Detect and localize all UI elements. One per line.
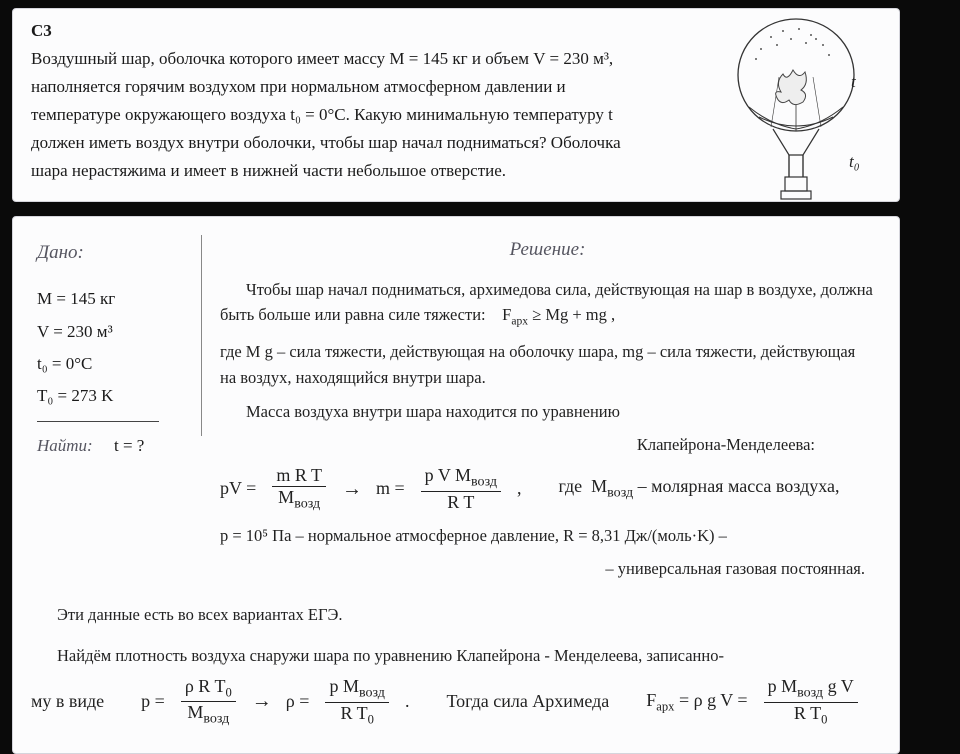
find-label: Найти: [37, 436, 93, 455]
given-T0: T₀ = 273 K [37, 380, 189, 412]
sol-p1b: где M g – сила тяжести, действующая на о… [220, 339, 875, 390]
eq2-lhs: m = [376, 475, 405, 503]
equation-clapeyron: pV = m R T Mвозд → m = p V Mвозд R T , г… [220, 466, 875, 513]
sol-p1: Чтобы шар начал подниматься, архимедова … [220, 277, 875, 332]
solution-body: Решение: Чтобы шар начал подниматься, ар… [202, 229, 881, 595]
label-t0-outside: t₀ [849, 152, 860, 171]
given-t0: t₀ = 0°C [37, 348, 189, 380]
eq2-num: p V Mвозд [421, 466, 501, 492]
sol-p5: Найдём плотность воздуха снаружи шара по… [31, 643, 881, 669]
find-row: Найти: t = ? [37, 430, 189, 462]
given-V: V = 230 м³ [37, 316, 189, 348]
sol-p4: Эти данные есть во всех вариантах ЕГЭ. [31, 602, 881, 628]
eq1-frac: m R T Mвозд [272, 466, 326, 513]
sol-p6a: Тогда сила Архимеда [446, 688, 609, 716]
eq3-lhs: p = [141, 688, 165, 716]
eq5-num: p Mвозд g V [764, 677, 858, 703]
solution-below: Эти данные есть во всех вариантах ЕГЭ. Н… [31, 602, 881, 728]
eq4-num: p Mвозд [325, 677, 389, 703]
solution-panel: Дано: M = 145 кг V = 230 м³ t₀ = 0°C T₀ … [12, 216, 900, 754]
sol-p3b: – универсальная газовая постоянная. [220, 556, 865, 582]
eq2-den: R T [443, 492, 478, 513]
eq-note: где Mвозд – молярная масса воздуха, [559, 473, 840, 504]
solution-heading: Решение: [220, 235, 875, 264]
problem-text: Воздушный шар, оболочка которого имеет м… [31, 45, 631, 185]
sol-p2b: Клапейрона-Менделеева: [220, 432, 815, 458]
sol-p5b: му в виде [31, 688, 104, 716]
arrow-icon: → [342, 474, 362, 505]
eq3-den: Mвозд [183, 702, 233, 727]
sol-ineq: Fарх ≥ Mg + mg , [502, 305, 615, 324]
eq3-num: ρ R T0 [181, 677, 236, 702]
given-block: Дано: M = 145 кг V = 230 м³ t₀ = 0°C T₀ … [31, 229, 201, 595]
given-divider [37, 421, 159, 422]
given-M: M = 145 кг [37, 283, 189, 315]
eq4-lhs: ρ = [286, 688, 310, 716]
eq1-num: m R T [272, 466, 326, 488]
arrow-icon: → [252, 686, 272, 717]
sol-p3a: p = 10⁵ Па – нормальное атмосферное давл… [220, 523, 875, 549]
eq4-den: R T0 [336, 703, 377, 727]
eq1-den: Mвозд [274, 487, 324, 512]
given-heading: Дано: [37, 235, 189, 271]
sol-p2: Масса воздуха внутри шара находится по у… [220, 399, 875, 425]
problem-panel: C3 Воздушный шар, оболочка которого имее… [12, 8, 900, 202]
eq5-lhs: Fарх = ρ g V = [646, 687, 747, 717]
label-t-inside: t [851, 72, 857, 91]
eq5-den: R T0 [790, 703, 831, 727]
eq1-lhs: pV = [220, 475, 256, 503]
find-value: t = ? [114, 436, 144, 455]
balloon-illustration: t t₀ [711, 17, 881, 217]
eq2-frac: p V Mвозд R T [421, 466, 501, 513]
